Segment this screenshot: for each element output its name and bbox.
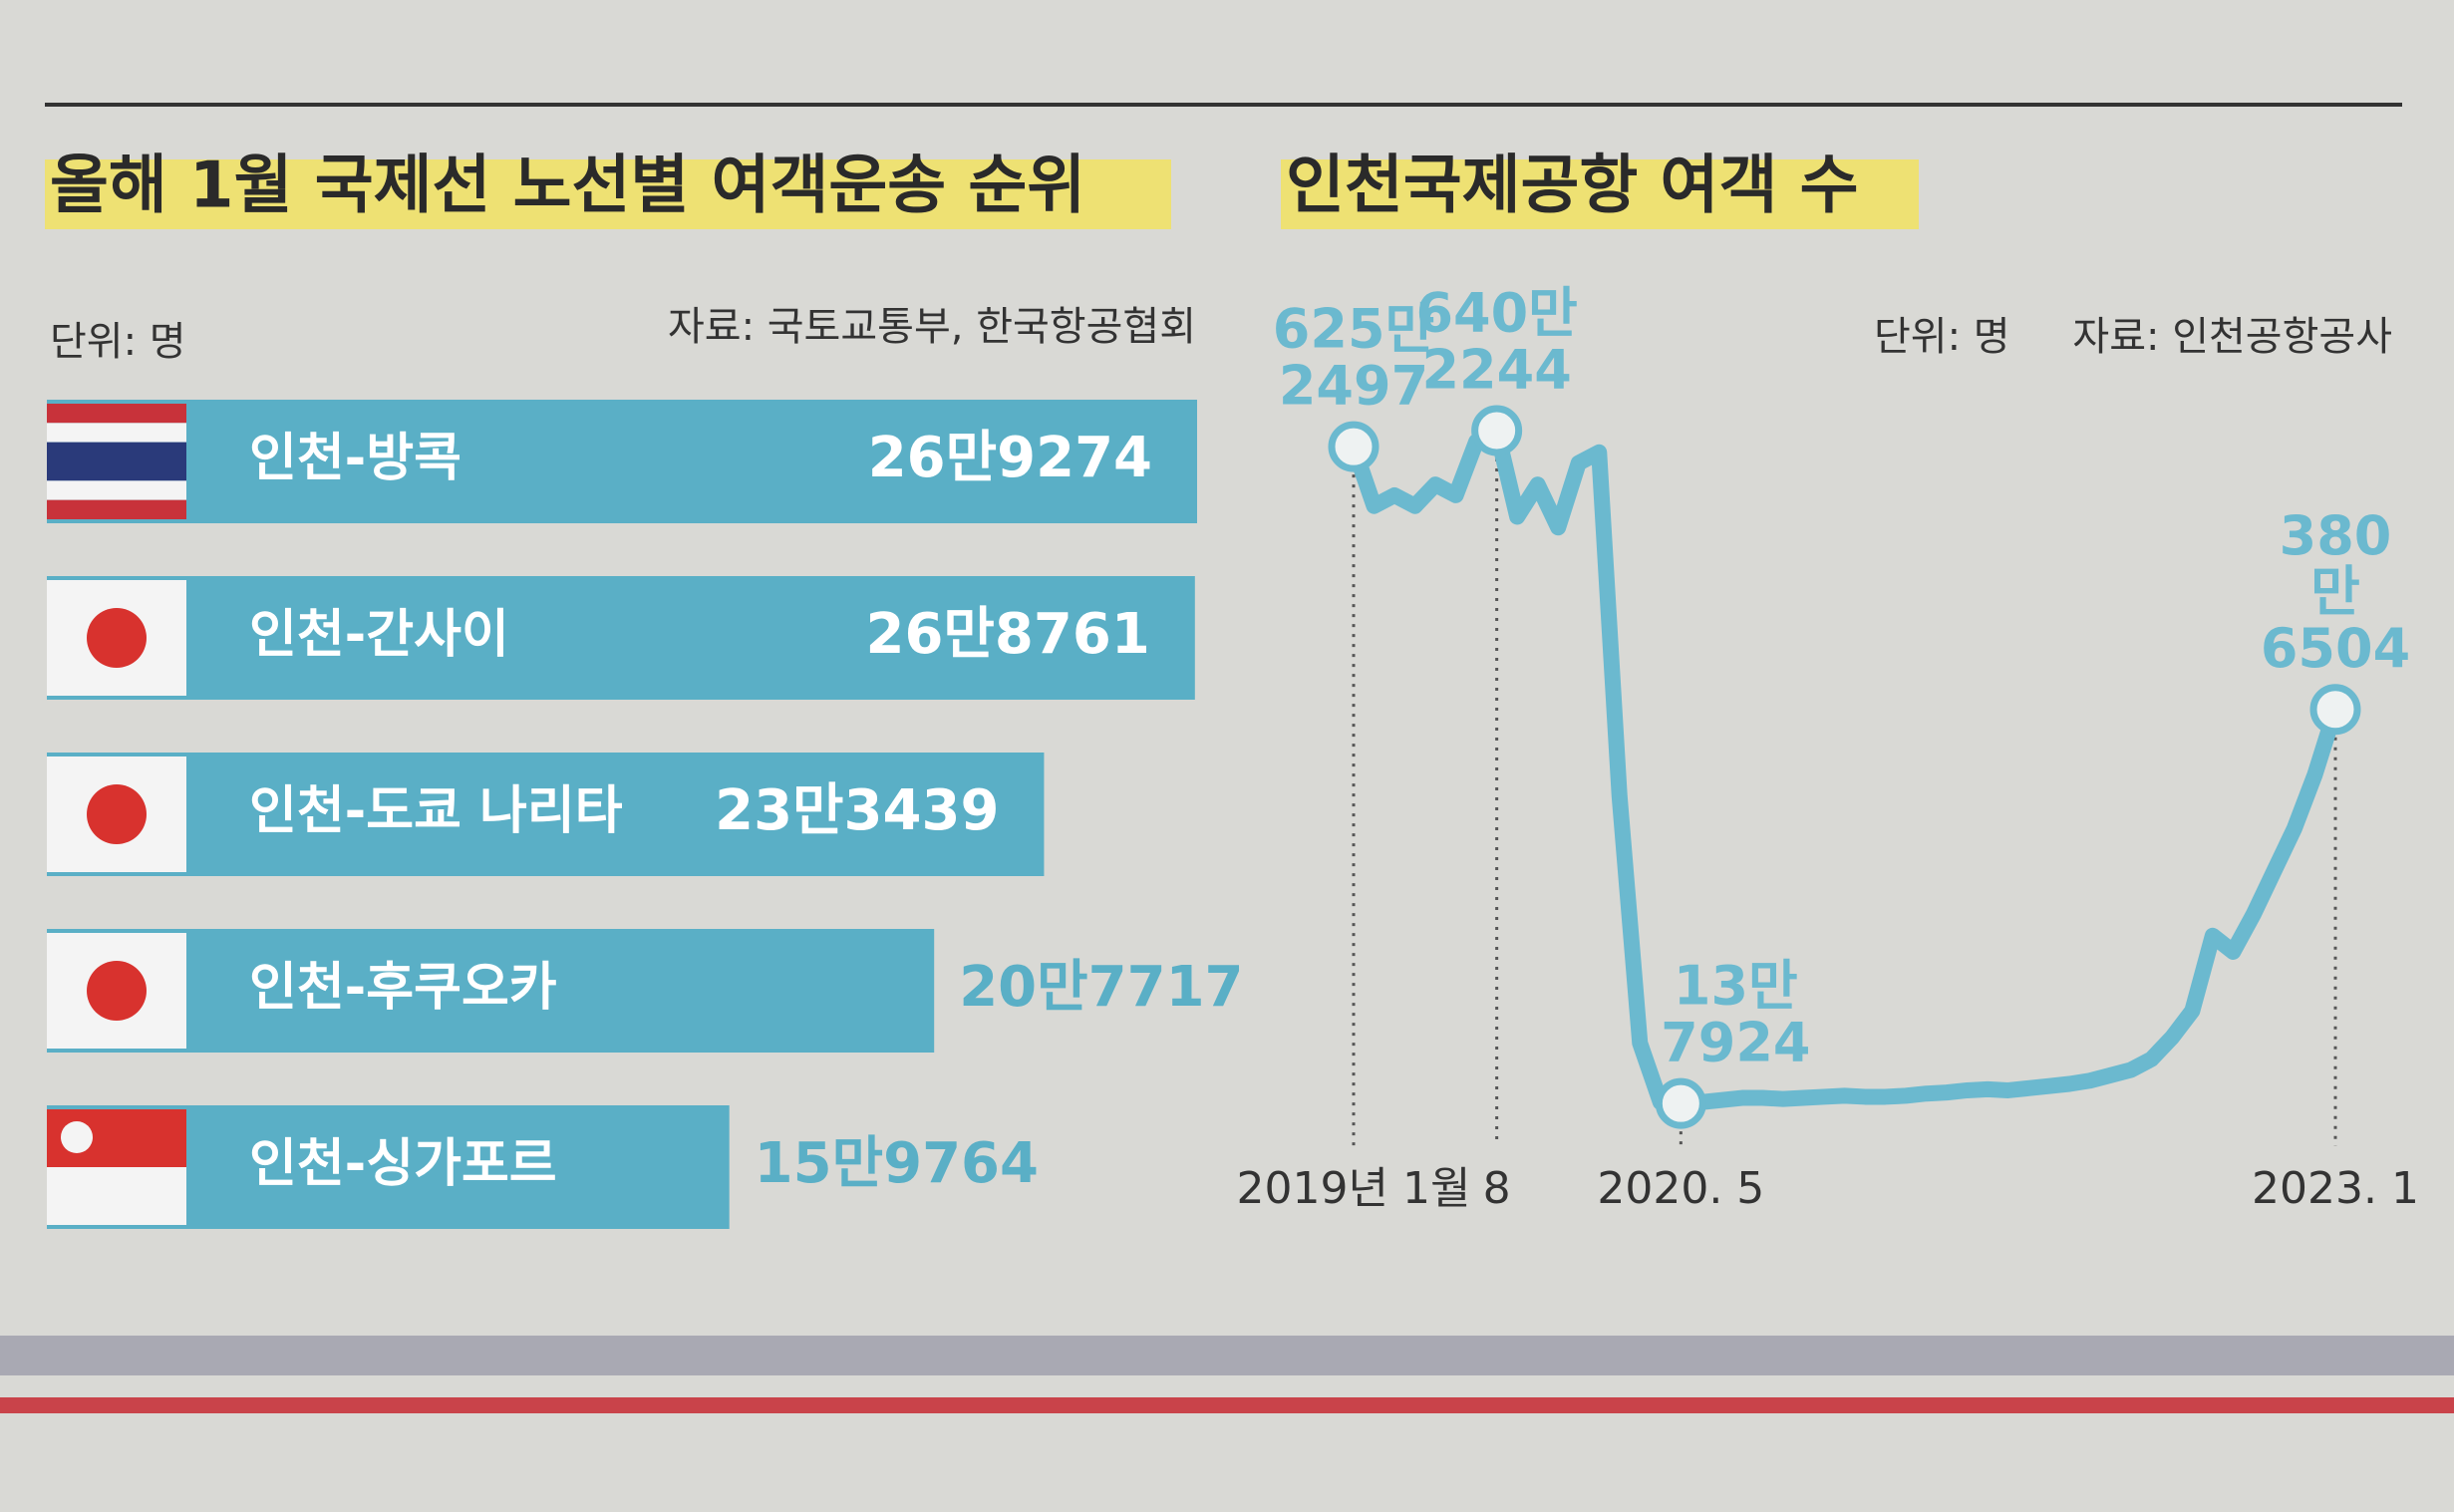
source: 자료: 국토교통부, 한국항공협회 (668, 304, 1196, 350)
category-label: 인천-후쿠오카 (249, 958, 557, 1018)
flag-stripe (47, 499, 186, 519)
point (1471, 405, 1523, 456)
chart-title: 올해 1월 국제선 노선별 여객운송 순위 (50, 150, 1085, 223)
line (1346, 423, 2343, 1112)
category-label: 인천-도쿄 나리타 (249, 781, 623, 841)
value-label: 380만 6504 (2260, 503, 2411, 681)
value-label: 640만 2244 (1415, 281, 1578, 402)
flag-stripe (47, 404, 186, 424)
value-label: 26만9274 (868, 426, 1152, 490)
value-label: 20만7717 (959, 955, 1243, 1020)
bar (47, 929, 935, 1053)
point (2309, 684, 2361, 736)
source: 자료: 인천공항공사 (2072, 314, 2392, 360)
value-label: 26만8761 (865, 602, 1149, 667)
point (1655, 1077, 1706, 1129)
unit: 단위: 명 (50, 319, 186, 365)
flag-disc (87, 608, 147, 668)
category-label: 인천-방콕 (249, 429, 461, 488)
x-tick-label: 2020. 5 (1597, 1163, 1764, 1214)
chart-title: 인천국제공항 여객 수 (1286, 150, 1858, 223)
x-tick-label: 2023. 1 (2252, 1163, 2419, 1214)
flag-stripe (47, 480, 186, 500)
bottom-band (0, 1336, 2454, 1375)
bar (47, 400, 1197, 523)
value-label: 23만3439 (715, 778, 999, 843)
x-tick-label: 8 (1483, 1163, 1511, 1214)
point (1328, 421, 1380, 472)
bar (47, 753, 1045, 876)
title-highlight (1281, 159, 1919, 229)
value-label: 15만9764 (755, 1131, 1039, 1196)
flag-disc (87, 784, 147, 844)
flag (47, 1167, 186, 1225)
category-label: 인천-간사이 (249, 605, 509, 665)
category-label: 인천-싱가포르 (249, 1134, 557, 1194)
flag-stripe (47, 423, 186, 443)
value-label: 13만 7924 (1661, 954, 1811, 1074)
bottom-rule (0, 1397, 2454, 1413)
title-highlight (45, 159, 1171, 229)
flag-disc (87, 961, 147, 1021)
bar (47, 576, 1195, 700)
flag-stripe (47, 442, 186, 481)
value-label: 625만 2497 (1272, 297, 1435, 418)
unit: 단위: 명 (1874, 314, 2010, 360)
x-tick-label: 2019년 1월 (1237, 1163, 1471, 1214)
flag-moon (61, 1121, 93, 1153)
